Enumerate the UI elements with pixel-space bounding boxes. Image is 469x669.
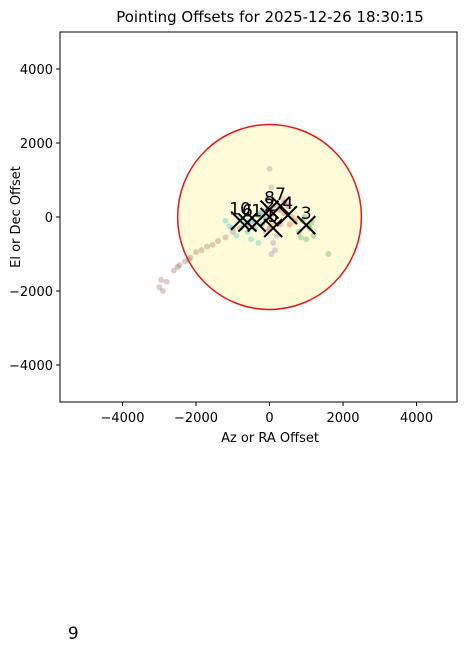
point (268, 184, 275, 191)
point (176, 262, 183, 269)
x-tick-label: 2000 (326, 411, 359, 426)
series-label: 1 (251, 202, 262, 222)
point (268, 251, 275, 257)
x-tick-label: 0 (265, 411, 273, 426)
x-tick-label: −2000 (174, 411, 218, 426)
point (284, 201, 291, 208)
series-label: 4 (282, 194, 293, 214)
point (193, 249, 200, 256)
point (270, 239, 277, 246)
point (279, 195, 286, 202)
plot-area (156, 123, 363, 311)
point (222, 234, 229, 241)
point (255, 239, 262, 246)
point (301, 214, 308, 220)
point (255, 212, 262, 219)
point (170, 267, 177, 274)
chart-title: Pointing Offsets for 2025-12-26 18:30:15 (116, 8, 424, 26)
series-label: 3 (301, 204, 312, 224)
point (156, 284, 163, 291)
series-label: 6 (242, 202, 253, 222)
center-marker (263, 218, 283, 238)
center-marker (270, 196, 291, 216)
center-marker (259, 199, 280, 220)
series-label: 2 (264, 196, 275, 216)
point (266, 165, 273, 172)
point (209, 241, 216, 248)
point (325, 251, 332, 257)
y-tick-label: 0 (45, 211, 53, 226)
point (222, 217, 229, 224)
point (286, 221, 293, 228)
center-marker (296, 215, 316, 235)
point (248, 236, 255, 243)
point (297, 234, 304, 241)
y-tick-label: −2000 (9, 285, 53, 300)
x-axis-label: Az or RA Offset (221, 431, 319, 446)
point (174, 263, 181, 270)
center-marker (230, 210, 250, 231)
point (229, 228, 236, 235)
series-label: 8 (264, 189, 275, 209)
point (215, 238, 222, 245)
point (159, 288, 166, 294)
point (158, 276, 165, 283)
series-label: 5 (268, 207, 279, 227)
point (303, 236, 310, 243)
center-marker (278, 205, 298, 225)
point (163, 278, 170, 285)
point (181, 258, 188, 265)
y-tick-label: 2000 (20, 137, 53, 152)
point (257, 210, 264, 217)
point (198, 247, 205, 254)
center-marker (237, 212, 258, 233)
y-tick-label: 4000 (20, 63, 53, 78)
series-label: 7 (275, 185, 286, 205)
y-tick-label: −4000 (9, 359, 53, 374)
point (264, 195, 271, 202)
point (187, 254, 194, 261)
x-tick-label: −4000 (100, 411, 144, 426)
series-label: 9 (68, 624, 79, 644)
point (226, 223, 233, 230)
point (272, 247, 279, 254)
x-tick-label: 4000 (400, 411, 433, 426)
series-label: 10 (229, 200, 251, 220)
point (185, 256, 192, 263)
point (233, 232, 240, 239)
y-axis-label: El or Dec Offset (9, 166, 24, 268)
point (204, 243, 211, 250)
point (284, 202, 291, 209)
